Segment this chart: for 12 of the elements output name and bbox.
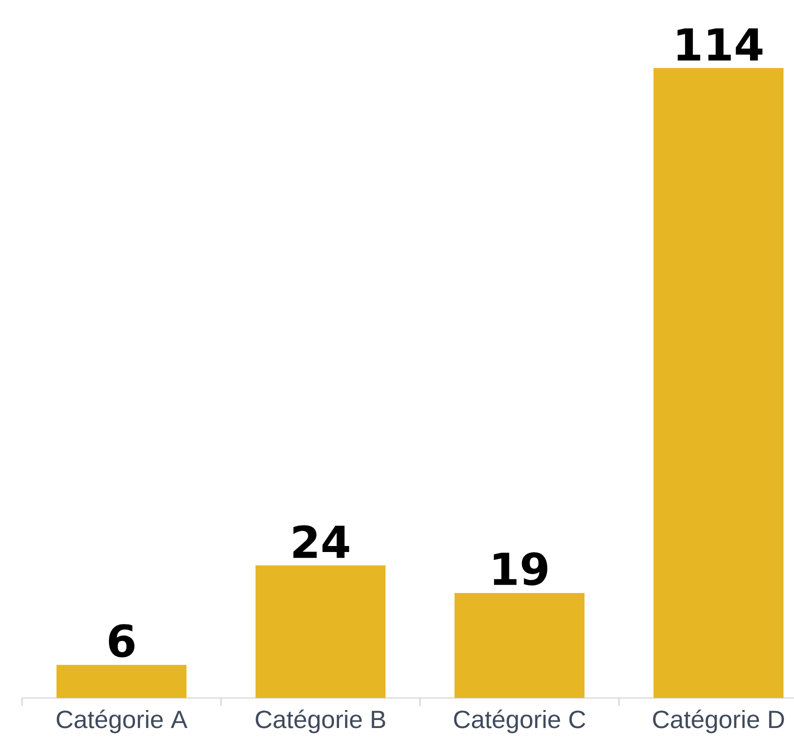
data-label: 114 — [678, 28, 762, 60]
data-label: 24 — [293, 525, 350, 558]
bar — [654, 68, 784, 698]
x-tick-label: Catégorie C — [454, 710, 586, 734]
x-tick-label: Catégorie B — [256, 710, 386, 734]
data-label: 6 — [108, 624, 134, 658]
bar — [256, 565, 386, 698]
bar — [454, 593, 585, 698]
x-tick-label: Catégorie A — [56, 710, 188, 734]
data-label: 19 — [494, 552, 548, 586]
bar — [56, 664, 187, 698]
x-tick-label: Catégorie D — [653, 710, 784, 734]
